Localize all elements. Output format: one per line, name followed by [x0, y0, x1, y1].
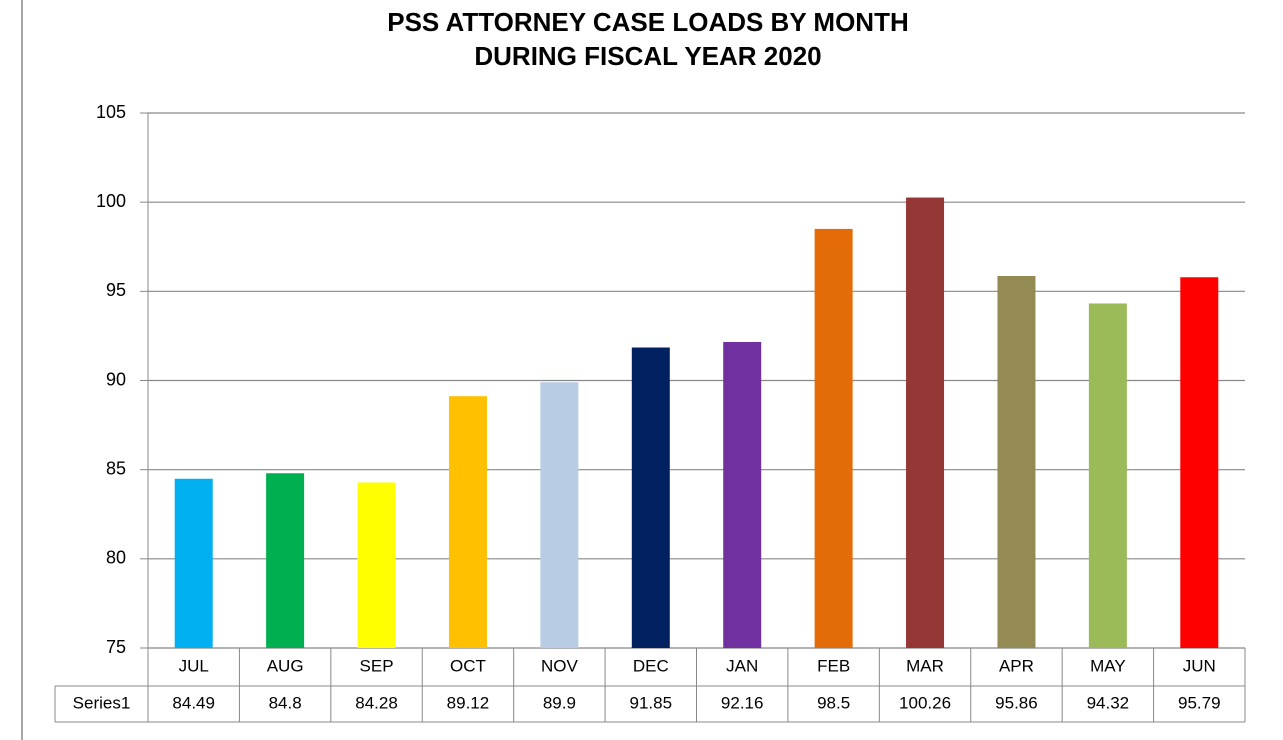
data-label: 91.85	[630, 693, 673, 712]
bar	[174, 478, 213, 648]
y-tick-label: 85	[106, 458, 126, 478]
data-label: 89.12	[447, 693, 490, 712]
bar	[1180, 277, 1219, 648]
y-tick-label: 105	[96, 102, 126, 122]
bar	[906, 197, 945, 648]
data-label: 89.9	[543, 693, 576, 712]
bar	[540, 382, 579, 648]
bar	[1088, 303, 1127, 648]
x-tick-label: SEP	[360, 656, 394, 675]
bar	[631, 347, 670, 648]
x-tick-label: FEB	[817, 656, 850, 675]
bar	[997, 275, 1036, 648]
x-tick-label: MAR	[906, 656, 944, 675]
y-tick-label: 95	[106, 280, 126, 300]
data-label: 92.16	[721, 693, 764, 712]
x-tick-label: DEC	[633, 656, 669, 675]
data-label: 94.32	[1087, 693, 1130, 712]
y-tick-label: 75	[106, 637, 126, 657]
legend-entry: Series1	[73, 693, 131, 712]
x-tick-label: OCT	[450, 656, 486, 675]
y-tick-label: 90	[106, 369, 126, 389]
x-tick-label: JAN	[726, 656, 758, 675]
x-tick-label: NOV	[541, 656, 579, 675]
data-label: 95.79	[1178, 693, 1221, 712]
chart-title: PSS ATTORNEY CASE LOADS BY MONTH	[387, 7, 909, 37]
bar	[723, 341, 762, 648]
bar	[814, 228, 853, 648]
x-tick-label: MAY	[1090, 656, 1126, 675]
bar	[357, 482, 396, 648]
x-tick-label: JUN	[1183, 656, 1216, 675]
data-label: 84.8	[269, 693, 302, 712]
x-tick-label: AUG	[267, 656, 304, 675]
x-tick-label: APR	[999, 656, 1034, 675]
data-label: 98.5	[817, 693, 850, 712]
y-tick-label: 100	[96, 191, 126, 211]
data-label: 84.28	[355, 693, 398, 712]
data-label: 84.49	[172, 693, 215, 712]
data-label: 100.26	[899, 693, 951, 712]
bar	[266, 473, 305, 648]
y-tick-label: 80	[106, 548, 126, 568]
data-label: 95.86	[995, 693, 1038, 712]
chart-title: DURING FISCAL YEAR 2020	[474, 41, 821, 71]
x-tick-label: JUL	[179, 656, 209, 675]
bar	[448, 396, 487, 648]
